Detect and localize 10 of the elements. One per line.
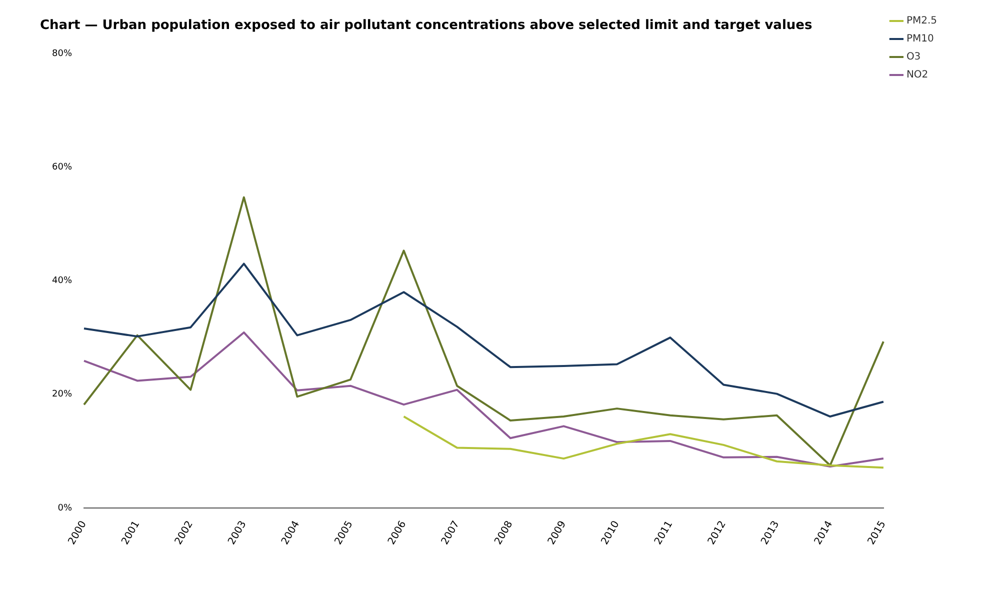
y-tick-label: 40% xyxy=(52,276,72,286)
chart-title: Chart — Urban population exposed to air pollutant concentrations above selected limit and target values xyxy=(40,18,812,34)
legend-label: O3 xyxy=(906,52,921,63)
y-tick-label: 60% xyxy=(52,162,72,173)
y-tick-label: 20% xyxy=(52,390,72,400)
legend-label: PM10 xyxy=(906,34,934,45)
y-tick-label: 0% xyxy=(58,503,72,514)
y-tick-label: 80% xyxy=(52,48,72,59)
legend-label: PM2.5 xyxy=(906,16,937,27)
legend-label: NO2 xyxy=(906,70,928,81)
